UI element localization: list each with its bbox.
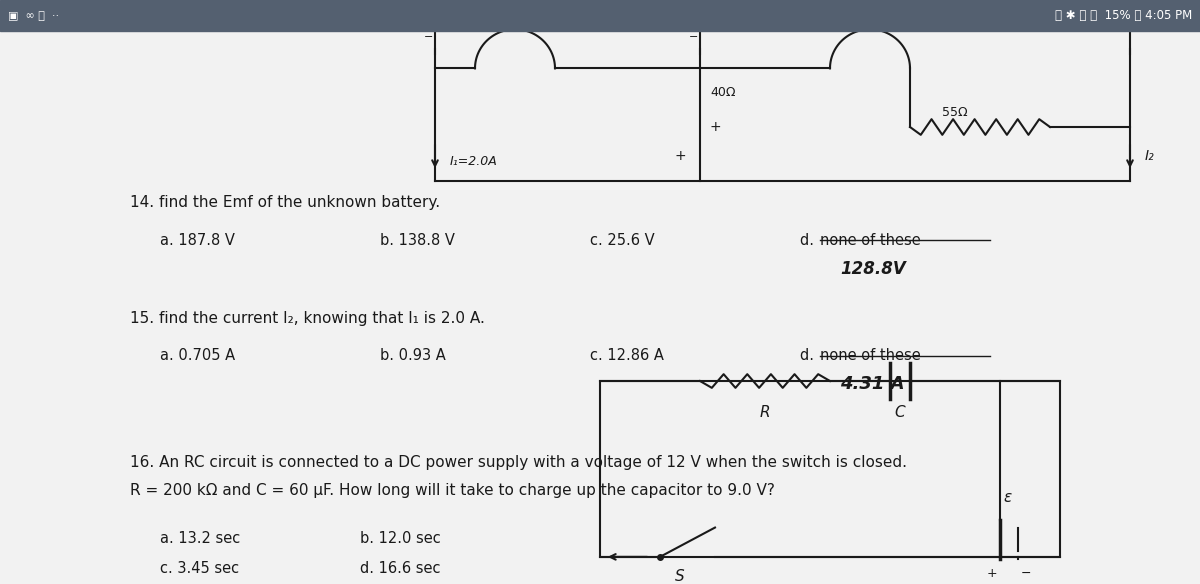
Text: 14. find the Emf of the unknown battery.: 14. find the Emf of the unknown battery. (130, 196, 440, 210)
Bar (0, 0, 1200, 32)
Text: ▣  ∞ ⓓ  ··: ▣ ∞ ⓓ ·· (8, 11, 59, 20)
Text: +: + (709, 120, 721, 134)
Text: d. 16.6 sec: d. 16.6 sec (360, 561, 440, 576)
Text: 128.8V: 128.8V (840, 260, 906, 278)
Text: R: R (760, 405, 770, 420)
Text: d.: d. (800, 348, 818, 363)
Text: 15. find the current I₂, knowing that I₁ is 2.0 A.: 15. find the current I₂, knowing that I₁… (130, 311, 485, 326)
Text: 55Ω: 55Ω (942, 106, 967, 119)
Text: R = 200 kΩ and C = 60 μF. How long will it take to charge up the capacitor to 9.: R = 200 kΩ and C = 60 μF. How long will … (130, 482, 775, 498)
Text: −: − (1021, 566, 1031, 580)
Text: +: + (674, 150, 686, 164)
Text: a. 187.8 V: a. 187.8 V (160, 232, 235, 248)
Text: c. 25.6 V: c. 25.6 V (590, 232, 655, 248)
Text: I₂: I₂ (1145, 150, 1154, 164)
Text: c. 3.45 sec: c. 3.45 sec (160, 561, 239, 576)
Text: −: − (1060, 120, 1072, 134)
Text: none of these: none of these (820, 348, 920, 363)
Text: none of these: none of these (820, 232, 920, 248)
Text: +: + (986, 566, 997, 580)
Text: 4.31 A: 4.31 A (840, 375, 905, 393)
Text: d.: d. (800, 232, 818, 248)
Text: a. 0.705 A: a. 0.705 A (160, 348, 235, 363)
Text: a. 13.2 sec: a. 13.2 sec (160, 531, 240, 547)
Text: S: S (676, 569, 685, 583)
Bar (600, 381, 1060, 557)
Text: b. 0.93 A: b. 0.93 A (380, 348, 445, 363)
Text: b. 138.8 V: b. 138.8 V (380, 232, 455, 248)
Text: −: − (424, 32, 433, 42)
Text: I₁=2.0A: I₁=2.0A (450, 155, 498, 168)
Text: b. 12.0 sec: b. 12.0 sec (360, 531, 440, 547)
Text: ε: ε (1004, 490, 1012, 505)
Text: −: − (689, 32, 698, 42)
Text: C: C (895, 405, 905, 420)
Text: 🔒 ✱ 🔔 📶  15% 🔋 4:05 PM: 🔒 ✱ 🔔 📶 15% 🔋 4:05 PM (1055, 9, 1192, 22)
Text: c. 12.86 A: c. 12.86 A (590, 348, 664, 363)
Text: 40Ω: 40Ω (710, 86, 736, 99)
Text: 16. An RC circuit is connected to a DC power supply with a voltage of 12 V when : 16. An RC circuit is connected to a DC p… (130, 456, 907, 470)
